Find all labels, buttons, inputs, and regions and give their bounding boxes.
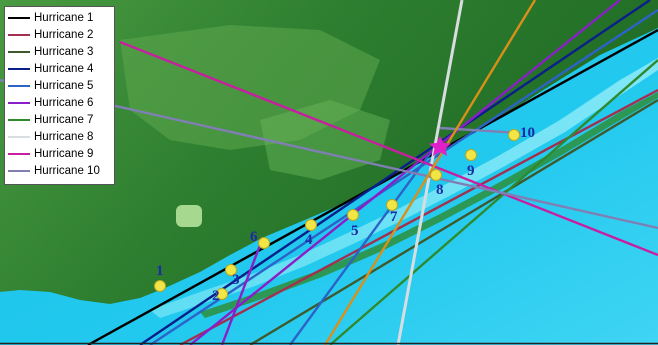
- legend-swatch: [8, 135, 30, 138]
- legend-swatch: [8, 101, 30, 104]
- legend-item-hurricane-2: Hurricane 2: [8, 26, 93, 43]
- legend-swatch: [8, 67, 30, 70]
- legend-swatch: [8, 50, 30, 53]
- landfall-label-4: 4: [305, 232, 313, 248]
- legend-label: Hurricane 1: [34, 11, 94, 24]
- landfall-marker-2: [216, 288, 228, 300]
- legend-label: Hurricane 2: [34, 28, 94, 41]
- landfall-label-2: 2: [212, 288, 220, 304]
- landfall-marker-10: [508, 129, 520, 141]
- legend-swatch: [8, 118, 30, 121]
- track-hurricane-9: [119, 40, 658, 257]
- track-hurricane-6: [220, 239, 264, 345]
- legend-label: Hurricane 8: [34, 130, 94, 143]
- track-hurricane-7: [329, 59, 658, 345]
- landfall-label-7: 7: [390, 209, 398, 225]
- legend-label: Hurricane 3: [34, 45, 94, 58]
- landfall-marker-3: [225, 264, 237, 276]
- legend-item-hurricane-1: Hurricane 1: [8, 9, 93, 26]
- landfall-marker-4: [305, 219, 317, 231]
- legend-label: Hurricane 7: [34, 113, 94, 126]
- barrier-island: [150, 58, 658, 318]
- landfall-label-6: 6: [250, 229, 258, 245]
- landfall-marker-1: [154, 280, 166, 292]
- legend-label: Hurricane 6: [34, 96, 94, 109]
- legend-item-hurricane-9: Hurricane 9: [8, 145, 93, 162]
- legend-label: Hurricane 5: [34, 79, 94, 92]
- legend-item-hurricane-6: Hurricane 6: [8, 94, 93, 111]
- target-star-marker: [429, 136, 451, 156]
- landfall-marker-6: [258, 237, 270, 249]
- landfall-label-3: 3: [232, 272, 240, 288]
- track-hurricane-5: [149, 8, 658, 345]
- track-hurricane-4: [139, 0, 651, 345]
- legend: Hurricane 1 Hurricane 2 Hurricane 3 Hurr…: [4, 6, 115, 185]
- legend-item-hurricane-8: Hurricane 8: [8, 128, 93, 145]
- landfall-label-1: 1: [156, 263, 164, 279]
- landfall-markers: [154, 129, 520, 300]
- legend-item-hurricane-4: Hurricane 4: [8, 60, 93, 77]
- legend-swatch: [8, 33, 30, 36]
- track-hurricane-3: [249, 98, 658, 345]
- landfall-label-8: 8: [436, 182, 444, 198]
- track-hurricane-2: [179, 88, 658, 345]
- legend-label: Hurricane 4: [34, 62, 94, 75]
- landfall-marker-7: [386, 199, 398, 211]
- landfall-labels: 1 2 3 4 5 6 7 8 9 10: [156, 125, 535, 304]
- legend-swatch: [8, 84, 30, 87]
- legend-item-hurricane-10: Hurricane 10: [8, 162, 100, 179]
- landfall-marker-8: [430, 169, 442, 181]
- legend-item-hurricane-7: Hurricane 7: [8, 111, 93, 128]
- legend-label: Hurricane 10: [34, 164, 100, 177]
- legend-swatch: [8, 152, 30, 155]
- landfall-label-10: 10: [520, 125, 535, 141]
- legend-item-hurricane-3: Hurricane 3: [8, 43, 93, 60]
- track-hurricane-6b: [189, 0, 621, 345]
- landfall-marker-9: [465, 149, 477, 161]
- legend-swatch: [8, 169, 30, 172]
- legend-swatch: [8, 16, 30, 19]
- legend-item-hurricane-5: Hurricane 5: [8, 77, 93, 94]
- lake: [176, 205, 202, 227]
- landfall-label-9: 9: [467, 163, 475, 179]
- landfall-label-5: 5: [351, 223, 359, 239]
- track-hurricane-10b: [439, 126, 521, 135]
- landfall-marker-5: [347, 209, 359, 221]
- track-extra-orange: [323, 0, 537, 345]
- legend-label: Hurricane 9: [34, 147, 94, 160]
